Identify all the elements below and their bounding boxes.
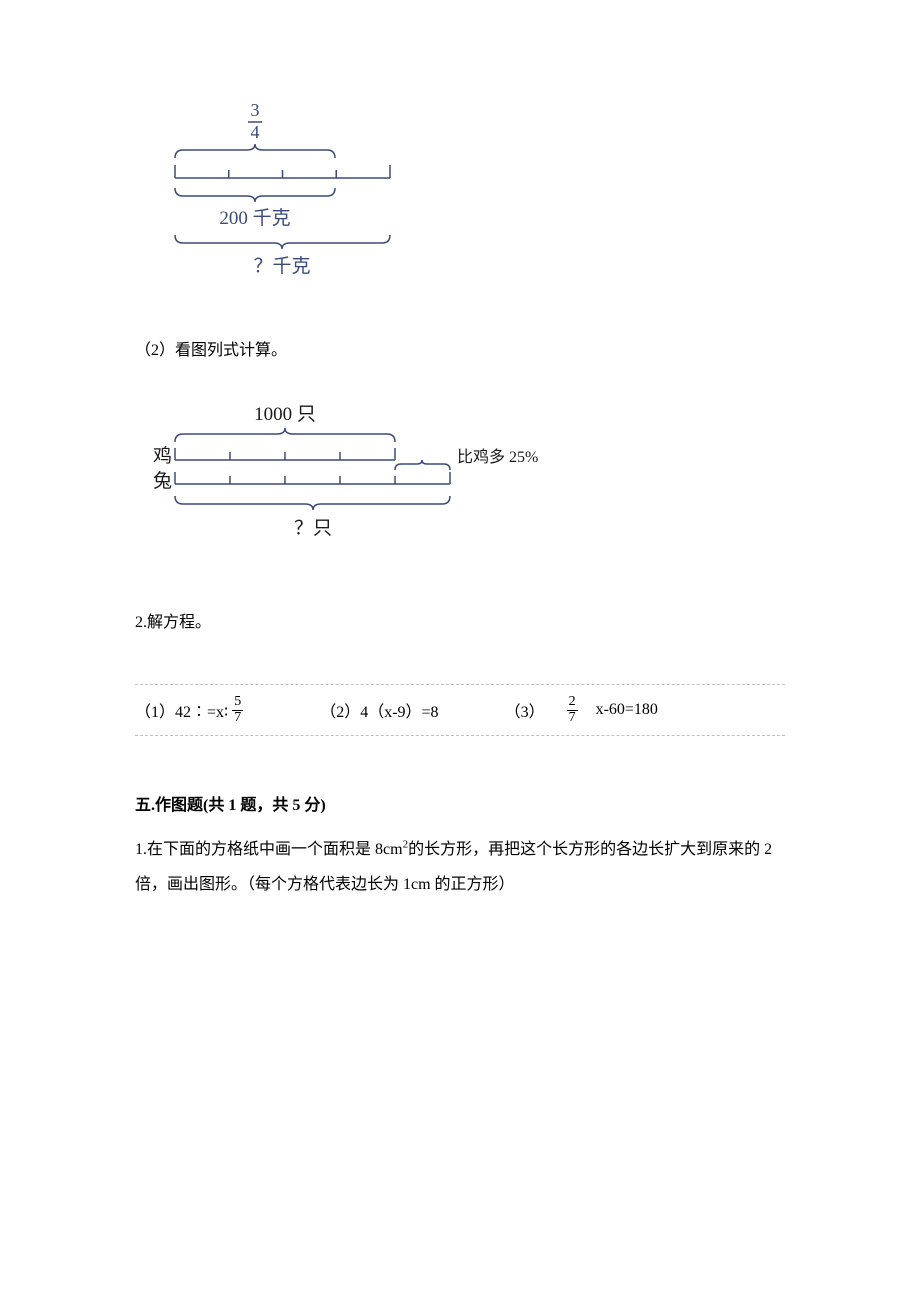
svg-text:比鸡多 25%: 比鸡多 25% (457, 448, 538, 466)
svg-text:4: 4 (251, 122, 260, 142)
equation-1: （1）42∶=x∶ 5 7 (135, 695, 247, 725)
dotted-divider-top (135, 684, 785, 685)
eq3-num: 2 (567, 695, 578, 711)
diagram-2-svg: 1000 只 鸡 兔 (135, 402, 555, 557)
page-content: 3 4 200 千克 ？千克 （2）看图列式计算。 (0, 0, 920, 902)
eq3-pre: （3） (505, 698, 545, 722)
diagram-2: 1000 只 鸡 兔 (135, 402, 785, 562)
svg-text:1000 只: 1000 只 (254, 404, 316, 425)
eq3-den: 7 (567, 711, 578, 726)
eq1-pre: （1）42∶=x∶ (135, 698, 228, 722)
diagram-1-svg: 3 4 200 千克 ？千克 (150, 100, 440, 290)
dotted-divider-bottom (135, 735, 785, 736)
equation-2: （2）4（x-9）=8 (320, 698, 438, 722)
section-5-heading: 五.作图题(共 1 题，共 5 分) (135, 791, 785, 815)
eq1-fraction: 5 7 (232, 695, 243, 725)
svg-text:？千克: ？千克 (253, 255, 310, 277)
question-2-text: （2）看图列式计算。 (135, 335, 785, 367)
svg-text:200 千克: 200 千克 (219, 207, 290, 229)
solve-equations-text: 2.解方程。 (135, 607, 785, 639)
svg-text:鸡: 鸡 (153, 445, 172, 467)
diagram-1: 3 4 200 千克 ？千克 (150, 100, 785, 295)
eq3-fraction: 2 7 (567, 695, 578, 725)
equations-row: （1）42∶=x∶ 5 7 （2）4（x-9）=8 （3） 2 7 x-60=1… (135, 695, 785, 725)
svg-text:3: 3 (251, 100, 260, 120)
equation-3: （3） 2 7 x-60=180 (505, 695, 658, 725)
q5-part1: 1.在下面的方格纸中画一个面积是 8cm (135, 841, 403, 858)
eq3-post: x-60=180 (596, 701, 658, 719)
question-5-1-text: 1.在下面的方格纸中画一个面积是 8cm2的长方形，再把这个长方形的各边长扩大到… (135, 833, 785, 902)
eq1-den: 7 (232, 711, 243, 726)
eq1-num: 5 (232, 695, 243, 711)
svg-text:？只: ？只 (294, 518, 332, 539)
svg-text:兔: 兔 (153, 470, 172, 492)
